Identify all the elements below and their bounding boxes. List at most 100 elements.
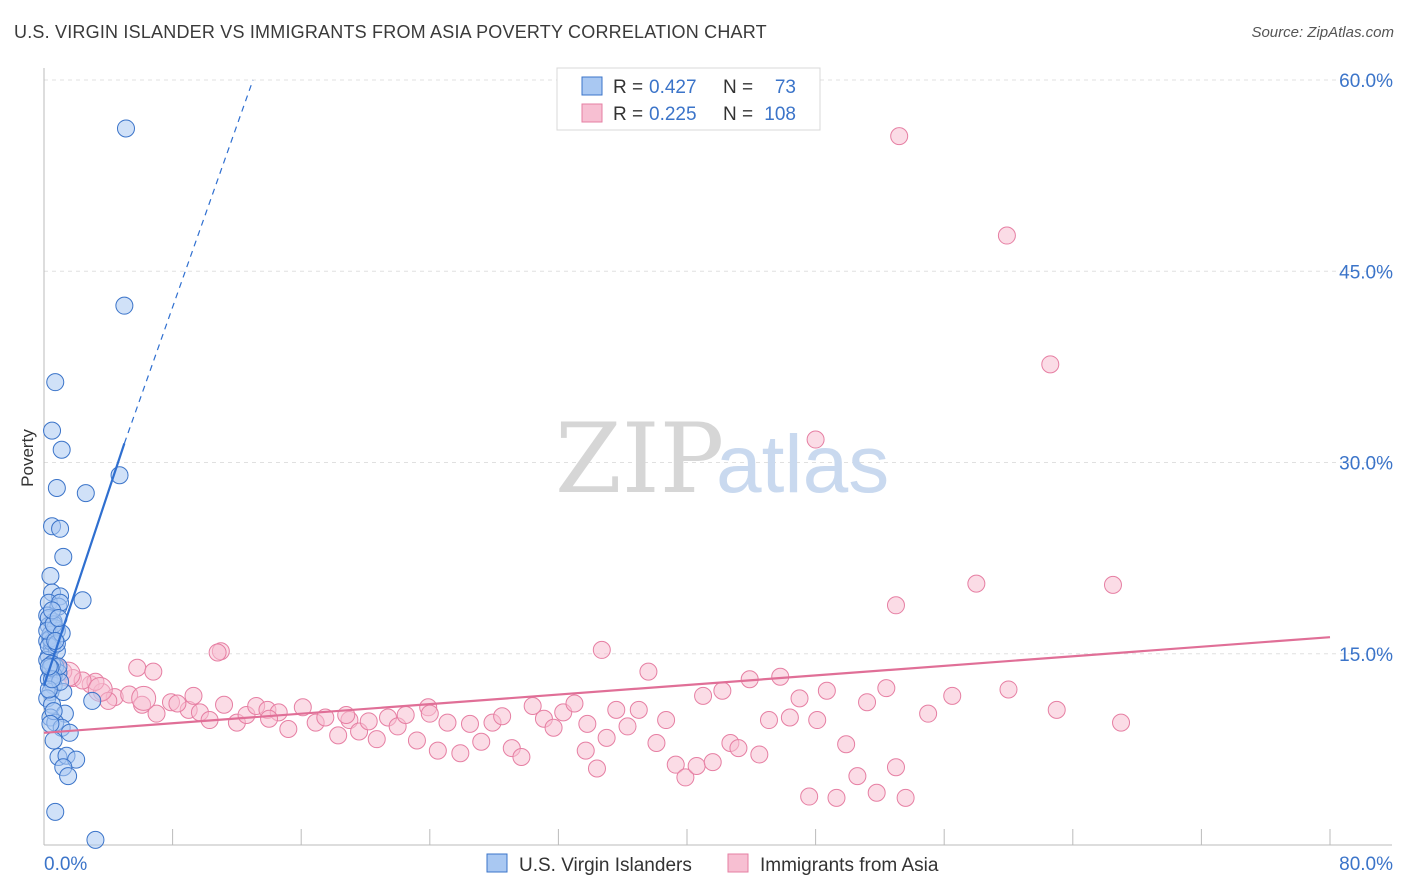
immigrants-asia-point-87: [877, 679, 896, 698]
y-tick-label-2: 45.0%: [1339, 262, 1393, 283]
legend-item-pink-swatch: [727, 853, 749, 873]
legend-item-pink-label: Immigrants from Asia: [760, 855, 939, 876]
immigrants-asia-point-0: [890, 127, 909, 146]
immigrants-asia-point-9: [128, 658, 147, 677]
immigrants-asia-point-104: [420, 704, 439, 723]
legend-item-blue-label: U.S. Virgin Islanders: [519, 855, 692, 876]
immigrants-asia-point-91: [943, 686, 962, 705]
y-axis-title: Poverty: [18, 429, 37, 487]
immigrants-asia-point-39: [396, 705, 415, 724]
immigrants-asia-point-84: [848, 767, 867, 786]
virgin-islander-point-39: [60, 723, 79, 742]
legend-n-value-blue: 73: [775, 77, 796, 98]
immigrants-asia-point-106: [184, 686, 203, 705]
immigrants-asia-point-105: [578, 714, 597, 733]
immigrants-asia-point-96: [208, 643, 227, 662]
trend-line-pink: [43, 636, 1331, 734]
virgin-islander-point-45: [59, 767, 78, 786]
virgin-islander-point-3: [43, 421, 62, 440]
immigrants-asia-point-1: [997, 226, 1016, 245]
immigrants-asia-cluster-2: [131, 685, 157, 711]
immigrants-asia-point-2: [1041, 355, 1060, 374]
immigrants-asia-point-90: [919, 704, 938, 723]
trend-line-blue: [42, 443, 126, 686]
legend-r-label-blue: R =: [613, 77, 643, 98]
immigrants-asia-point-32: [329, 726, 348, 745]
legend-r-value-blue: 0.427: [649, 77, 697, 98]
immigrants-asia-point-45: [460, 714, 479, 733]
immigrants-asia-point-62: [639, 662, 658, 681]
immigrants-asia-point-22: [215, 695, 234, 714]
watermark-zip: ZIP: [555, 403, 724, 515]
immigrants-asia-point-72: [729, 739, 748, 758]
virgin-islander-point-14: [73, 591, 92, 610]
immigrants-asia-point-5: [1103, 575, 1122, 594]
immigrants-asia-point-80: [808, 711, 827, 730]
virgin-islander-point-33: [83, 691, 102, 710]
immigrants-asia-point-6: [886, 596, 905, 615]
virgin-islander-point-46: [46, 802, 65, 821]
immigrants-asia-point-86: [867, 783, 886, 802]
immigrants-asia-point-65: [666, 755, 685, 774]
tick-labels: 15.0% 30.0% 45.0% 60.0% 0.0% 80.0%: [44, 71, 1393, 875]
immigrants-asia-point-15: [120, 685, 139, 704]
x-tick-label-1: 80.0%: [1339, 854, 1393, 875]
immigrants-asia-point-102: [260, 709, 279, 728]
us-virgin-islanders-points: [38, 119, 135, 849]
immigrants-asia-point-70: [713, 681, 732, 700]
virgin-islander-point-10: [54, 547, 73, 566]
immigrants-asia-point-44: [451, 744, 470, 763]
immigrants-asia-point-66: [676, 768, 695, 787]
watermark: ZIP atlas: [555, 403, 889, 515]
legend-item-blue-swatch: [486, 853, 508, 873]
immigrants-asia-point-4: [967, 574, 986, 593]
immigrants-asia-point-85: [858, 693, 877, 712]
source-label: Source: ZipAtlas.com: [1251, 24, 1394, 41]
virgin-islander-point-71: [39, 657, 58, 676]
immigrants-from-asia-points: [47, 127, 1131, 807]
immigrants-asia-point-68: [694, 686, 713, 705]
virgin-islander-point-11: [41, 566, 60, 585]
legend-n-label-pink: N =: [723, 104, 753, 125]
y-tick-label-1: 30.0%: [1339, 454, 1393, 475]
virgin-islander-point-0: [116, 119, 135, 138]
immigrants-asia-point-60: [618, 717, 637, 736]
immigrants-asia-point-55: [565, 694, 584, 713]
immigrants-asia-point-69: [703, 753, 722, 772]
immigrants-asia-point-75: [759, 711, 778, 730]
immigrants-asia-point-77: [780, 708, 799, 727]
virgin-islander-point-1: [115, 296, 134, 315]
immigrants-asia-point-28: [279, 719, 298, 738]
immigrants-asia-point-48: [493, 707, 512, 726]
immigrants-asia-point-94: [1112, 713, 1131, 732]
legend-swatch-blue: [581, 76, 603, 96]
immigrants-asia-point-3: [806, 430, 825, 449]
immigrants-asia-point-99: [73, 671, 92, 690]
legend-n-label-blue: N =: [723, 77, 753, 98]
immigrants-asia-point-50: [512, 748, 531, 767]
trend-line-blue-extension: [123, 79, 254, 444]
immigrants-asia-point-64: [657, 711, 676, 730]
immigrants-asia-point-101: [168, 694, 187, 713]
trend-lines: [42, 79, 1331, 734]
immigrants-asia-point-92: [999, 680, 1018, 699]
immigrants-asia-point-81: [817, 681, 836, 700]
virgin-islander-point-7: [76, 484, 95, 503]
immigrants-asia-point-40: [407, 731, 426, 750]
immigrants-asia-point-17: [147, 704, 166, 723]
chart-title: U.S. VIRGIN ISLANDER VS IMMIGRANTS FROM …: [14, 22, 767, 42]
virgin-islander-point-40: [44, 731, 63, 750]
immigrants-asia-point-59: [607, 700, 626, 719]
x-tick-label-0: 0.0%: [44, 854, 87, 875]
immigrants-asia-point-56: [576, 741, 595, 760]
y-tick-label-0: 15.0%: [1339, 645, 1393, 666]
immigrants-asia-point-42: [428, 741, 447, 760]
immigrants-asia-point-78: [790, 689, 809, 708]
immigrants-asia-point-35: [359, 712, 378, 731]
gridlines: [44, 79, 1392, 655]
immigrants-asia-point-36: [367, 730, 386, 749]
immigrants-asia-point-46: [472, 732, 491, 751]
watermark-atlas: atlas: [716, 419, 889, 510]
immigrants-asia-point-95: [144, 662, 163, 681]
